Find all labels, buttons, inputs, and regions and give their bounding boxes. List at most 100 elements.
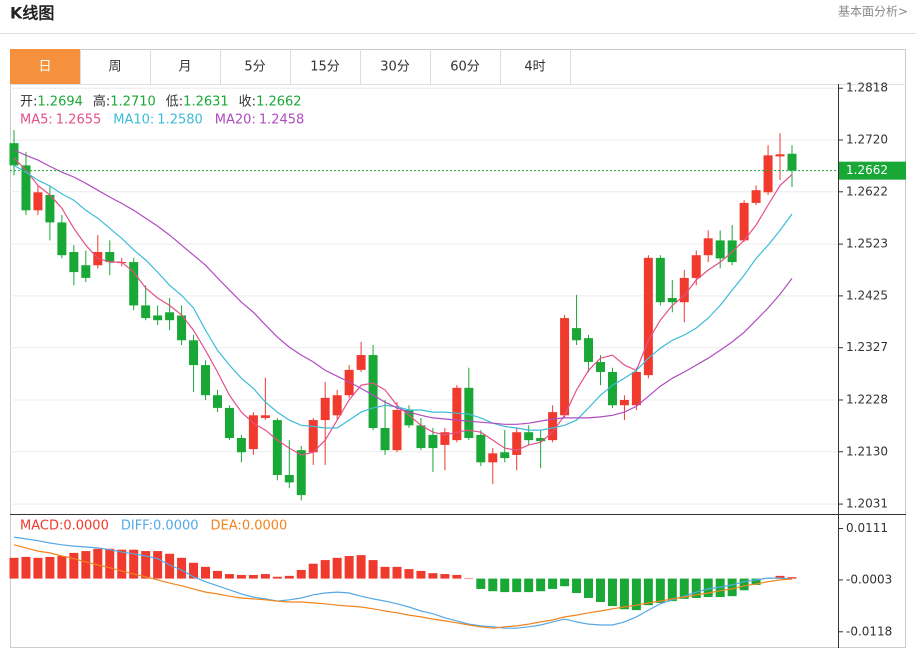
macd-bar [428,573,438,579]
macd-bar [332,557,342,579]
tab-active-bg [10,49,80,84]
macd-line [13,544,793,629]
tab[interactable]: 5分 [244,60,265,75]
fundamental-link[interactable]: 基本面分析> [838,5,908,19]
macd-bar [619,578,629,610]
ma-legend-value: 1.2458 [259,113,305,128]
candle-body [763,155,773,193]
macd-bar [9,557,19,579]
macd-bar [141,551,151,579]
candle-body [643,257,653,376]
tab[interactable]: 15分 [310,60,340,75]
tab[interactable]: 日 [38,60,51,75]
candle-body [440,432,450,445]
candle-body [177,315,187,341]
macd-bar [260,574,270,579]
candle-body [332,395,342,416]
macd-bar [631,578,641,611]
candle-body [392,410,402,451]
candle-body [631,371,641,406]
macd-bar [584,578,594,598]
candle-body [153,315,163,321]
tab-bar: 日 周 月 5分 15分 30分 60分 4时 [10,49,571,84]
candle-body [81,265,91,278]
macd-bar [129,549,139,579]
candle-body [9,143,19,166]
y-tick-label: 1.2130 [846,444,888,458]
candle-body [201,365,211,396]
tab[interactable]: 30分 [380,60,410,75]
last-price-tag [839,161,906,180]
candle-body [45,194,55,223]
macd-bar [344,556,354,579]
candle-body [715,240,725,259]
macd-bar [81,551,91,579]
macd-bar [308,563,318,579]
candle-body [679,277,689,303]
candle-body [33,192,43,211]
y-tick-label: -0.0003 [846,572,892,586]
macd-bar [524,578,534,593]
macd-bar [512,578,522,593]
candle-body [476,434,486,463]
candle-body [165,312,175,321]
macd-bar [775,575,785,579]
candle-body [212,395,222,408]
ma-line [13,164,793,431]
macd-bar [224,574,234,579]
ohlc-legend-value: 1.2631 [183,95,229,110]
y-tick-label: 1.2622 [846,184,888,198]
macd-legend-name: DEA: [211,519,242,534]
macd-bar [607,578,617,607]
y-tick-label: 1.2523 [846,237,888,251]
macd-bar [739,578,749,591]
ohlc-legend-value: 1.2710 [110,95,156,110]
candle-body [260,415,270,418]
macd-bar [189,562,199,579]
macd-bar [165,553,175,579]
candle-body [775,154,785,157]
macd-bar [356,555,366,579]
candle-body [248,415,258,450]
y-tick-label: 1.2031 [846,497,888,511]
candle-body [524,432,534,441]
macd-bar [751,578,761,585]
candle-body [404,410,414,426]
candle-body [21,165,31,211]
macd-bar [452,574,462,579]
y-tick-label: 1.2818 [846,81,888,95]
tab[interactable]: 月 [178,60,191,75]
macd-bar [45,556,55,579]
candle-body [57,222,67,256]
macd-legend-value: 0.0000 [153,519,199,534]
tab[interactable]: 周 [108,60,121,75]
ma-legend-value: 1.2655 [56,113,102,128]
macd-bar [57,556,67,579]
candle-body [141,305,151,319]
macd-bar [380,566,390,579]
ohlc-legend-label: 开: [20,95,37,110]
candle-body [548,412,558,441]
candle-body [308,420,318,453]
candle-body [572,328,582,341]
candle-body [488,453,498,463]
ohlc-legend-label: 收: [239,95,256,110]
macd-bar [21,556,31,579]
candle-body [703,238,713,256]
tab[interactable]: 60分 [450,60,480,75]
macd-bar [69,552,79,579]
y-tick-label: 1.2327 [846,340,888,354]
macd-bar [488,578,498,592]
macd-bar [476,578,486,589]
ohlc-legend-label: 低: [166,95,183,110]
candle-body [595,361,605,372]
candle-body [368,355,378,428]
macd-bar [153,551,163,579]
y-tick-label: 0.0111 [846,521,888,535]
candle-body [189,340,199,366]
macd-bar [416,570,426,579]
tab[interactable]: 4时 [524,60,545,75]
macd-legend-value: 0.0000 [242,519,288,534]
macd-line [13,536,793,629]
